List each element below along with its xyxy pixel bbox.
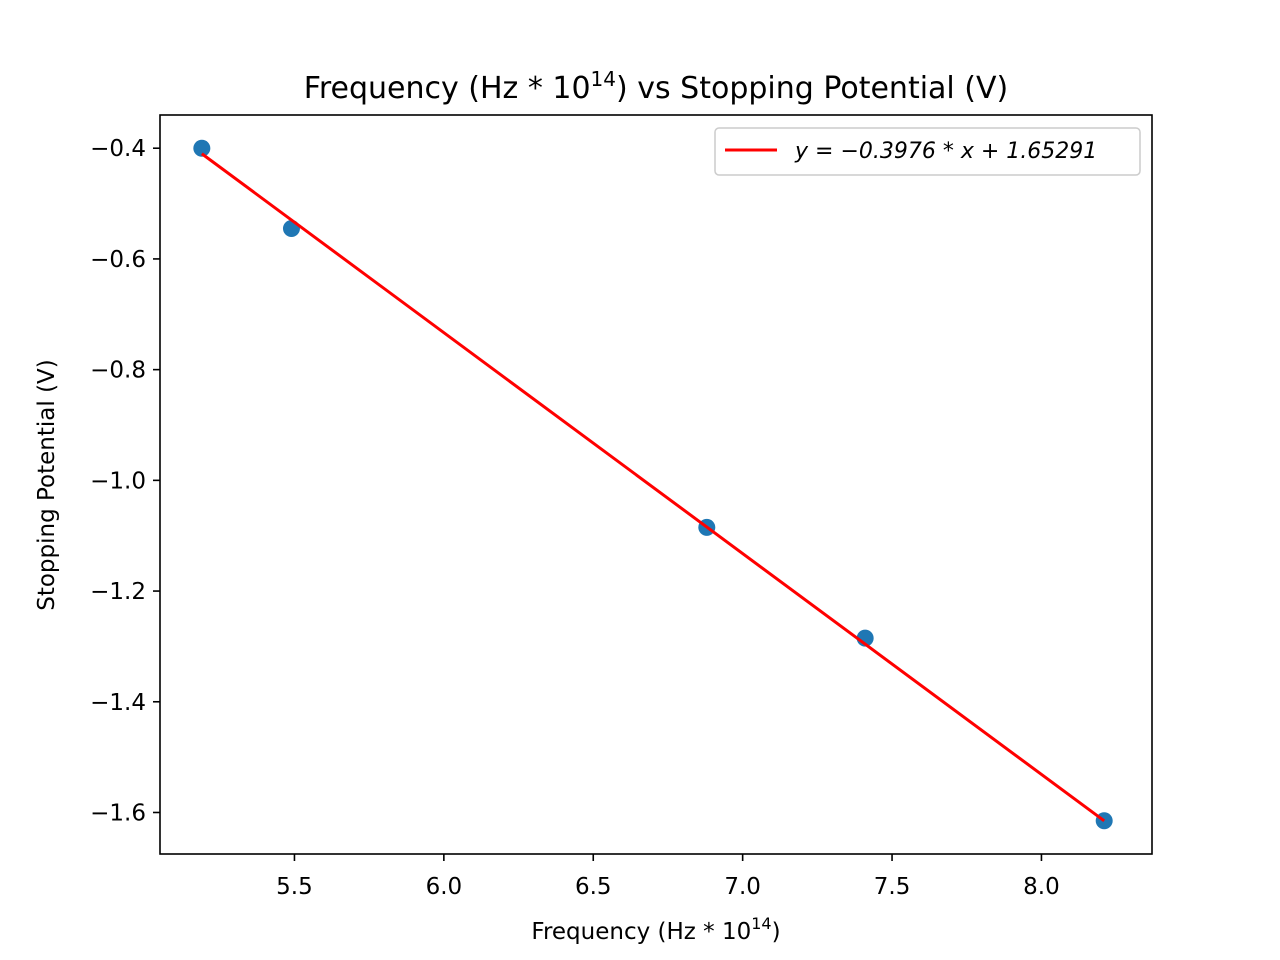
legend-box [714, 127, 1141, 176]
fit-line [200, 152, 1106, 822]
legend-entry-fit-line: y = −0.3976 * x + 1.65291 [794, 139, 1097, 164]
x-tick-label: 6.0 [426, 874, 463, 900]
y-tick-label: −1.4 [90, 690, 146, 716]
y-tick-label: −1.0 [90, 468, 146, 494]
x-tick-label: 8.0 [1023, 874, 1060, 900]
x-axis-ticks: 5.5 6.0 6.5 7.0 7.5 8.0 [276, 854, 1060, 900]
chart-title: Frequency (Hz * 1014) vs Stopping Potent… [304, 67, 1008, 106]
y-tick-label: −0.6 [90, 247, 146, 273]
y-axis-ticks: −0.4 −0.6 −0.8 −1.0 −1.2 −1.4 −1.6 [90, 136, 160, 826]
series-layer [193, 139, 1113, 830]
y-tick-label: −1.6 [90, 800, 146, 826]
legend: y = −0.3976 * x + 1.65291 [714, 127, 1141, 176]
y-tick-label: −0.4 [90, 136, 146, 162]
y-tick-label: −1.2 [90, 579, 146, 605]
data-point [282, 219, 300, 237]
plot-area [159, 114, 1153, 855]
x-tick-label: 5.5 [276, 874, 313, 900]
x-tick-label: 7.0 [724, 874, 761, 900]
y-tick-label: −0.8 [90, 358, 146, 384]
x-tick-label: 6.5 [575, 874, 612, 900]
x-axis-label: Frequency (Hz * 1014) [531, 914, 780, 945]
data-point [193, 139, 211, 157]
x-tick-label: 7.5 [874, 874, 911, 900]
y-axis-label: Stopping Potential (V) [34, 359, 60, 611]
